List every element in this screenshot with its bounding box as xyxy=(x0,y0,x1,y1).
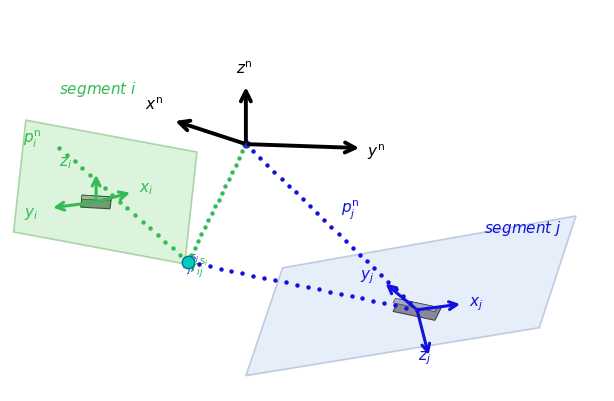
Text: $r_{ji}^{\,\mathsf{s}_j}$: $r_{ji}^{\,\mathsf{s}_j}$ xyxy=(182,251,199,276)
Polygon shape xyxy=(81,196,111,201)
Text: segment $i$: segment $i$ xyxy=(60,79,138,99)
Text: $p_j^\mathsf{n}$: $p_j^\mathsf{n}$ xyxy=(341,198,359,221)
Text: $y^\mathsf{n}$: $y^\mathsf{n}$ xyxy=(367,142,385,162)
Polygon shape xyxy=(393,300,441,320)
Text: $z_i$: $z_i$ xyxy=(59,155,72,170)
Text: $r_{ij}^{\,\mathsf{s}_i}$: $r_{ij}^{\,\mathsf{s}_i}$ xyxy=(191,256,208,279)
Text: $y_i$: $y_i$ xyxy=(24,205,38,221)
Text: $x_j$: $x_j$ xyxy=(469,294,483,312)
Text: $z_j$: $z_j$ xyxy=(419,349,432,367)
Text: $x_i$: $x_i$ xyxy=(139,181,154,196)
Polygon shape xyxy=(393,298,437,312)
Text: $p_i^\mathsf{n}$: $p_i^\mathsf{n}$ xyxy=(23,128,41,149)
Text: $z^\mathsf{n}$: $z^\mathsf{n}$ xyxy=(236,61,253,77)
Polygon shape xyxy=(80,196,112,209)
Polygon shape xyxy=(14,121,197,264)
Polygon shape xyxy=(246,217,576,376)
Text: segment $j$: segment $j$ xyxy=(484,219,562,238)
Text: $x^\mathsf{n}$: $x^\mathsf{n}$ xyxy=(146,96,163,113)
Text: $y_j$: $y_j$ xyxy=(360,268,375,286)
